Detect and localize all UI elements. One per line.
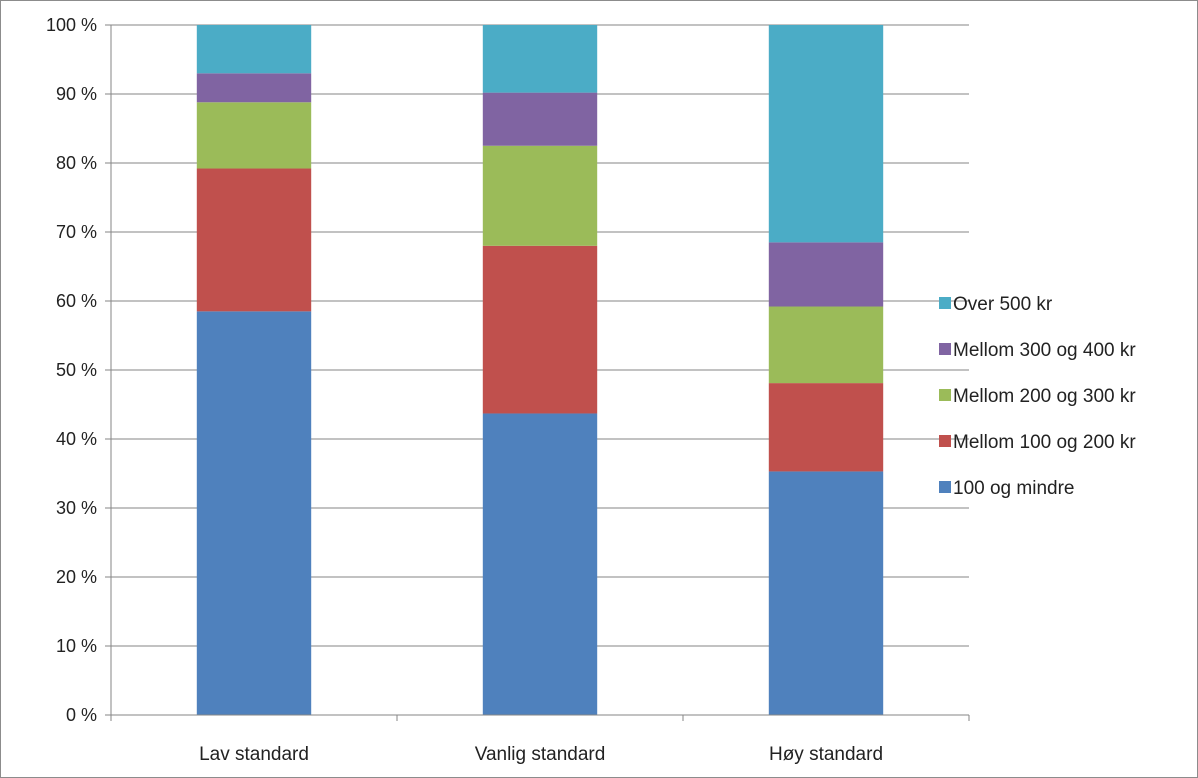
- legend-label: Over 500 kr: [953, 294, 1053, 315]
- bars: [196, 25, 884, 715]
- y-tick-label: 100 %: [46, 15, 97, 35]
- bar-segment: [482, 145, 598, 246]
- legend-swatch: [939, 481, 951, 493]
- y-tick-label: 20 %: [56, 567, 97, 587]
- y-tick-label: 70 %: [56, 222, 97, 242]
- y-tick-label: 90 %: [56, 84, 97, 104]
- bar-segment: [196, 102, 312, 169]
- bar-segment: [482, 245, 598, 414]
- bar-segment: [768, 306, 884, 384]
- y-tick-label: 40 %: [56, 429, 97, 449]
- legend-swatch: [939, 389, 951, 401]
- x-category-label: Lav standard: [199, 744, 309, 765]
- bar-segment: [768, 383, 884, 472]
- bar-segment: [196, 311, 312, 715]
- y-tick-label: 0 %: [66, 705, 97, 725]
- axes: 0 % 10 % 20 % 30 % 40 % 50 % 60 % 70 % 80 % 90 % 1…: [46, 15, 970, 765]
- legend-swatch: [939, 435, 951, 447]
- y-tick-label: 30 %: [56, 498, 97, 518]
- bar-segment: [196, 168, 312, 312]
- legend-label: Mellom 200 og 300 kr: [953, 386, 1136, 407]
- legend-swatch: [939, 343, 951, 355]
- bar-segment: [196, 73, 312, 103]
- bar-segment: [196, 25, 312, 74]
- legend: Over 500 kr Mellom 300 og 400 kr Mellom 20…: [939, 294, 1136, 499]
- bar-segment: [482, 92, 598, 146]
- bar-segment: [482, 25, 598, 93]
- y-tick-label: 60 %: [56, 291, 97, 311]
- y-tick-label: 50 %: [56, 360, 97, 380]
- bar-segment: [768, 25, 884, 243]
- legend-label: 100 og mindre: [953, 478, 1074, 499]
- legend-label: Mellom 300 og 400 kr: [953, 340, 1136, 361]
- legend-label: Mellom 100 og 200 kr: [953, 432, 1136, 453]
- x-category-label: Høy standard: [769, 744, 883, 765]
- bar-segment: [482, 413, 598, 715]
- bar-segment: [768, 471, 884, 715]
- x-category-label: Vanlig standard: [475, 744, 606, 765]
- y-tick-label: 80 %: [56, 153, 97, 173]
- bar-segment: [768, 242, 884, 307]
- legend-swatch: [939, 297, 951, 309]
- y-tick-label: 10 %: [56, 636, 97, 656]
